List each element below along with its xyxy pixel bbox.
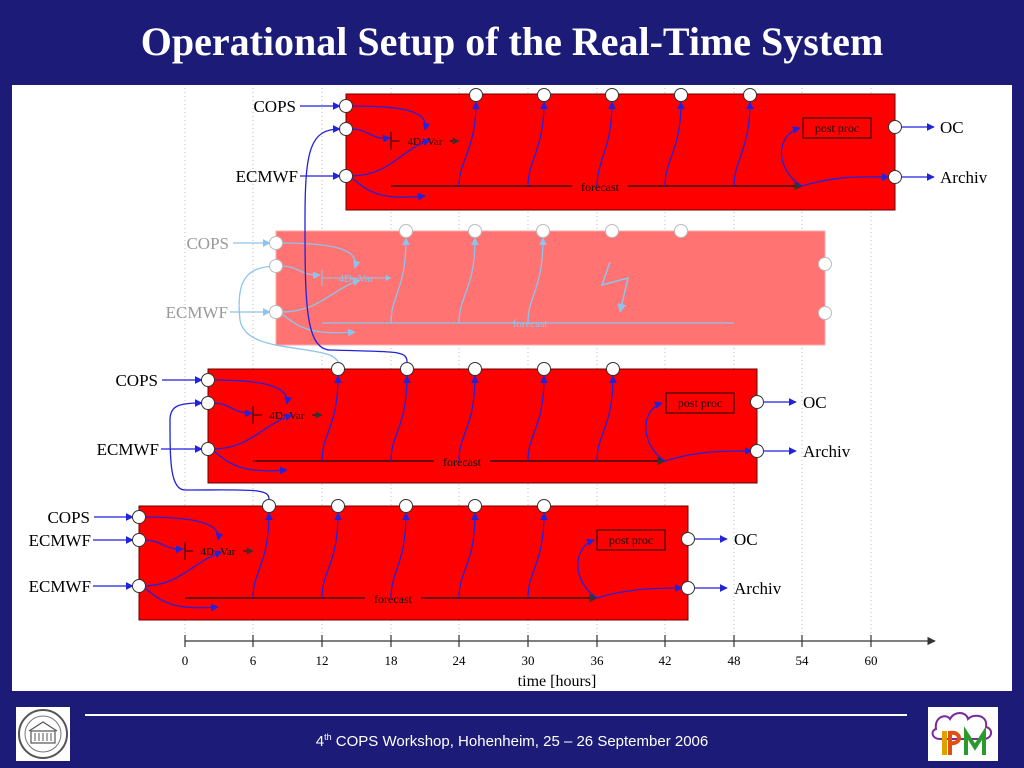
footer-text: 4th COPS Workshop, Hohenheim, 25 – 26 Se… xyxy=(0,732,1024,750)
postproc-label: post proc xyxy=(815,121,859,135)
time-axis: 0 6 12 18 24 30 36 42 48 54 60 time [hou… xyxy=(182,635,936,690)
ecmwf-label: ECMWF xyxy=(236,167,298,186)
ipm-logo xyxy=(928,707,998,761)
postproc-box xyxy=(802,117,872,139)
postproc-box xyxy=(665,392,735,414)
cycle-timeline-diagram: forecast 4D−Var post proc COPS ECMWF OC … xyxy=(29,88,988,690)
cops-label: COPS xyxy=(186,234,229,253)
footer-ordinal: 4 xyxy=(315,733,325,750)
cops-label: COPS xyxy=(115,371,158,390)
axis-tick-label: 0 xyxy=(182,653,189,668)
footer-caption: COPS Workshop, Hohenheim, 25 – 26 Septem… xyxy=(331,733,709,750)
failure-lightning-icon xyxy=(600,261,630,313)
ecmwf-label: ECMWF xyxy=(97,440,159,459)
cops-label: COPS xyxy=(47,508,90,527)
cycle-row-2-failed: forecast 4D−Var COPS ECMWF xyxy=(166,224,832,373)
fourdvar-label: 4D−Var xyxy=(270,410,305,422)
fourdvar-label: 4D−Var xyxy=(201,546,236,558)
axis-tick-label: 18 xyxy=(385,653,398,668)
footer-divider xyxy=(85,714,907,716)
forecast-label: forecast xyxy=(443,455,482,469)
forecast-label: forecast xyxy=(374,592,413,606)
cycle-box-2 xyxy=(275,230,826,346)
postproc-label: post proc xyxy=(609,533,653,547)
axis-tick-label: 24 xyxy=(453,653,467,668)
cops-label: COPS xyxy=(253,97,296,116)
postproc-box xyxy=(596,529,666,551)
archiv-label: Archiv xyxy=(734,579,782,598)
axis-tick-label: 48 xyxy=(728,653,741,668)
ecmwf-label: ECMWF xyxy=(29,531,91,550)
archiv-label: Archiv xyxy=(940,168,988,187)
forecast-label: forecast xyxy=(581,180,620,194)
axis-tick-label: 42 xyxy=(659,653,672,668)
axis-tick-label: 6 xyxy=(250,653,257,668)
cross-cycle-links xyxy=(169,125,408,500)
cycle-row-4: forecast 4D−Var post proc COPS ECMWF ECM… xyxy=(29,499,782,621)
axis-label: time [hours] xyxy=(518,673,597,690)
cycle-row-1: forecast 4D−Var post proc COPS ECMWF OC … xyxy=(236,88,988,211)
axis-tick-label: 12 xyxy=(316,653,329,668)
axis-tick-label: 54 xyxy=(796,653,810,668)
university-seal-logo xyxy=(16,707,70,761)
axis-tick-label: 60 xyxy=(865,653,878,668)
oc-label: OC xyxy=(803,393,827,412)
archiv-label: Archiv xyxy=(803,442,851,461)
forecast-label: forecast xyxy=(513,318,548,330)
slide-title: Operational Setup of the Real-Time Syste… xyxy=(140,19,884,64)
postproc-label: post proc xyxy=(678,396,722,410)
diagram-panel: forecast 4D−Var post proc COPS ECMWF OC … xyxy=(12,85,1012,691)
axis-tick-label: 30 xyxy=(522,653,535,668)
fourdvar-label: 4D−Var xyxy=(339,273,374,285)
cycle-row-3: forecast 4D−Var post proc COPS ECMWF OC … xyxy=(97,362,851,484)
oc-label: OC xyxy=(734,530,758,549)
oc-label: OC xyxy=(940,118,964,137)
axis-tick-label: 36 xyxy=(591,653,605,668)
ecmwf-label-2: ECMWF xyxy=(29,577,91,596)
ecmwf-label: ECMWF xyxy=(166,303,228,322)
footer-ordinal-suffix: th xyxy=(324,732,332,742)
